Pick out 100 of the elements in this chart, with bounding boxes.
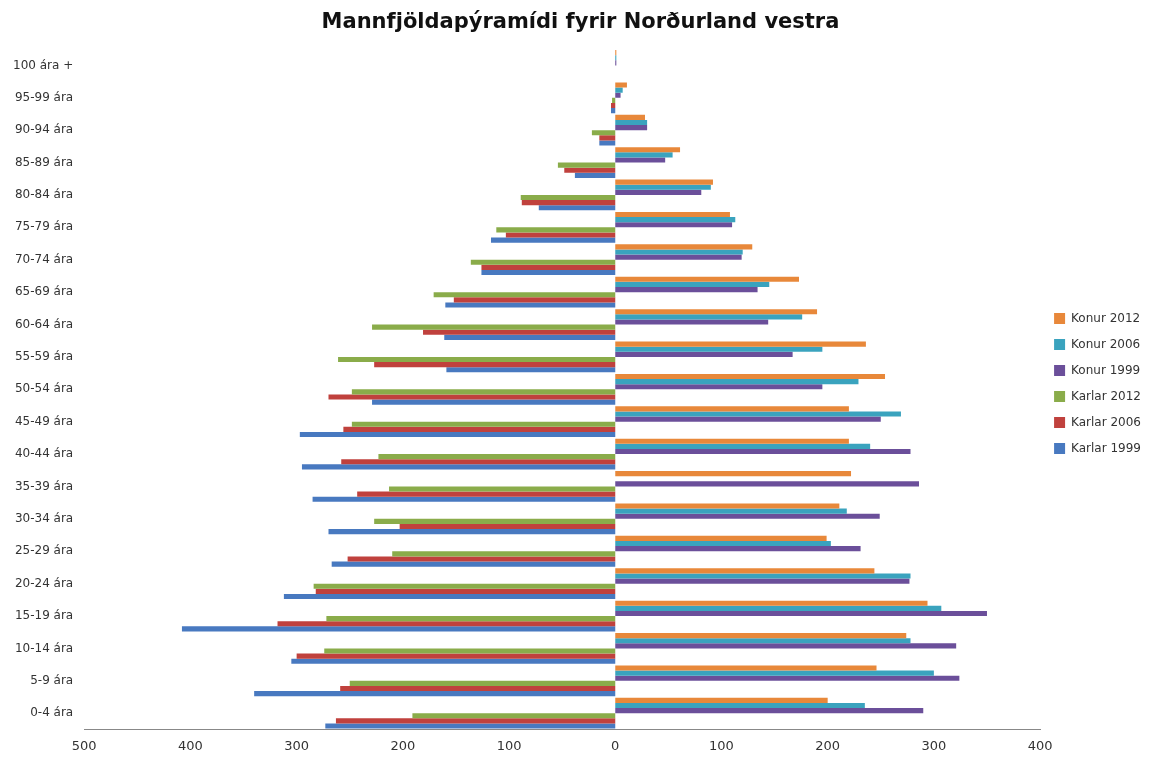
bar: [615, 513, 880, 519]
y-tick-label: 50-54 ára: [14, 381, 74, 396]
bar: [615, 670, 934, 676]
bar: [615, 287, 758, 293]
bar: [615, 341, 866, 347]
bar: [615, 281, 770, 287]
bar: [433, 292, 616, 298]
bar: [283, 593, 616, 600]
legend-label: Karlar 2012: [1071, 388, 1141, 403]
bar: [615, 351, 793, 357]
bar: [615, 309, 818, 315]
y-tick-label: 5-9 ára: [30, 672, 74, 687]
bar: [521, 200, 616, 206]
bar: [328, 394, 616, 400]
bar: [372, 399, 616, 405]
bar: [372, 324, 616, 330]
y-tick-label: 95-99 ára: [14, 89, 74, 104]
bar: [615, 314, 803, 320]
bar: [445, 302, 616, 308]
bar: [374, 518, 616, 524]
bar: [277, 621, 616, 627]
bar: [389, 486, 616, 492]
bar: [331, 561, 616, 567]
bar: [615, 319, 769, 325]
y-tick-label: 85-89 ára: [14, 154, 74, 169]
bar: [615, 152, 673, 158]
bar: [615, 438, 849, 444]
y-tick-label: 30-34 ára: [14, 510, 74, 525]
y-tick-label: 35-39 ára: [14, 478, 74, 493]
bar: [481, 264, 616, 270]
bar: [335, 718, 616, 724]
x-tick-label: 400: [178, 737, 203, 753]
bar: [615, 87, 623, 93]
bar: [615, 578, 910, 584]
x-tick-label: 300: [284, 737, 310, 753]
bar: [496, 227, 616, 233]
x-tick-label: 300: [921, 737, 947, 753]
bar: [564, 167, 616, 173]
bar: [615, 157, 666, 163]
bar: [615, 189, 702, 195]
bar: [615, 184, 711, 190]
x-tick-label: 100: [496, 737, 522, 753]
x-tick-label: 500: [71, 737, 97, 753]
x-tick-label: 200: [815, 737, 841, 753]
bar: [378, 454, 616, 460]
y-tick-label: 10-14 ára: [14, 640, 74, 655]
bar: [615, 568, 875, 574]
x-tick-label: 400: [1027, 737, 1053, 753]
legend-label: Karlar 1999: [1071, 440, 1141, 455]
bar: [343, 426, 616, 432]
bar: [505, 232, 616, 238]
bar: [446, 367, 616, 373]
bar: [615, 443, 871, 449]
bar: [615, 384, 823, 390]
bar: [615, 119, 648, 126]
bar: [615, 471, 852, 477]
bar: [574, 172, 616, 178]
bar: [611, 108, 616, 114]
y-tick-label: 75-79 ára: [14, 219, 74, 234]
y-tick-label: 20-24 ára: [14, 575, 74, 590]
bar: [357, 491, 616, 497]
bar: [181, 626, 616, 632]
legend-label: Konur 2006: [1071, 336, 1141, 351]
y-tick-label: 90-94 ára: [14, 122, 74, 137]
x-tick-label: 0: [611, 737, 620, 753]
bar: [326, 616, 616, 622]
bar: [328, 529, 616, 535]
bar: [615, 379, 859, 385]
bar: [299, 431, 616, 438]
bar: [612, 97, 616, 103]
bar: [615, 546, 861, 552]
bar: [349, 680, 616, 686]
bar: [312, 496, 616, 502]
y-tick-label: 0-4 ára: [30, 705, 74, 720]
y-tick-label: 45-49 ára: [14, 413, 74, 428]
bar: [615, 82, 627, 88]
bar: [615, 179, 713, 185]
bar: [470, 259, 616, 265]
bar: [599, 140, 616, 146]
bar: [615, 535, 827, 541]
bar: [615, 481, 920, 487]
bar: [615, 697, 828, 703]
bar: [325, 723, 616, 729]
bar: [615, 503, 840, 509]
bar: [291, 658, 616, 664]
bar: [301, 464, 616, 470]
bar: [374, 362, 616, 368]
bar: [615, 244, 753, 250]
bar: [615, 643, 957, 649]
bar: [615, 610, 987, 617]
bar: [399, 523, 616, 530]
bar: [412, 713, 616, 719]
y-tick-label: 15-19 ára: [14, 608, 74, 623]
bar: [615, 276, 799, 282]
bar: [254, 691, 616, 697]
bar: [615, 600, 928, 606]
bar: [341, 459, 616, 465]
bar: [599, 135, 616, 141]
bar: [615, 254, 742, 260]
bar: [615, 665, 877, 671]
